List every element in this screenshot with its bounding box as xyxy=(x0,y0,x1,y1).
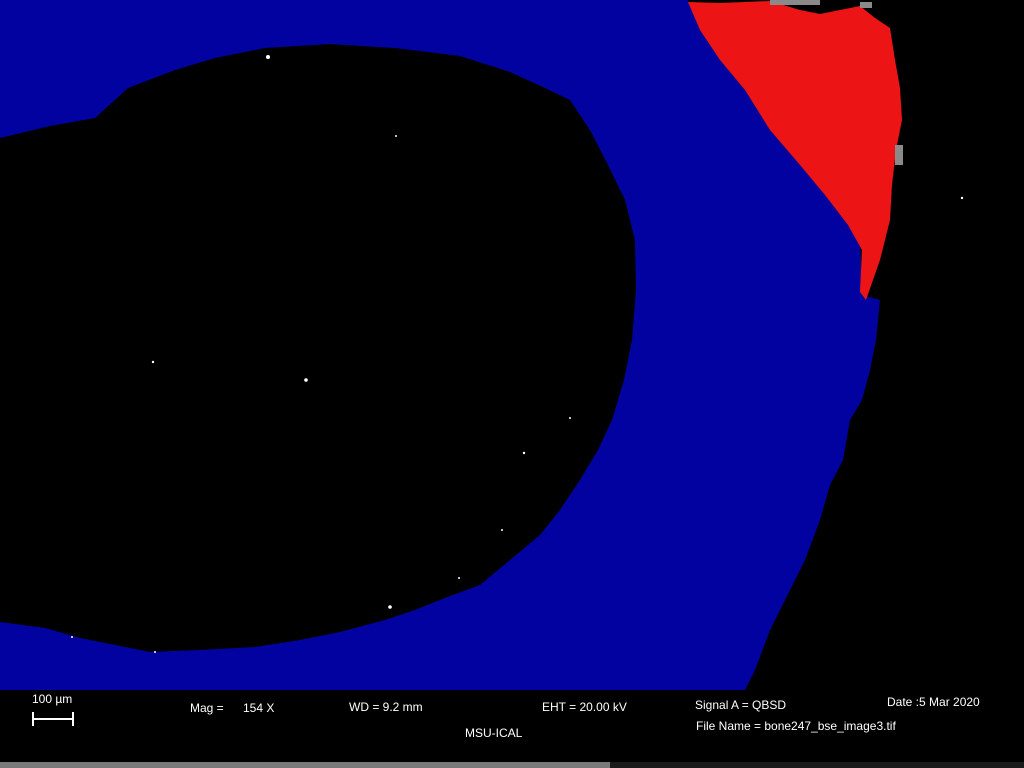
signal-detector: Signal A = QBSD xyxy=(695,698,787,712)
blue-bone-region xyxy=(0,0,880,690)
scale-bar-tick-right xyxy=(72,712,74,726)
red-highlight-region xyxy=(688,1,902,300)
magnification-value: 154 X xyxy=(243,701,275,715)
scale-bar-tick-left xyxy=(32,712,34,726)
bright-particles xyxy=(71,55,964,653)
magnification-label: Mag = xyxy=(190,701,224,715)
institution-label: MSU-ICAL xyxy=(465,726,523,740)
image-edge-strip-dark xyxy=(610,762,1024,768)
sem-info-bar: 100 µm Mag = 154 X WD = 9.2 mm EHT = 20.… xyxy=(0,690,1024,768)
file-name: File Name = bone247_bse_image3.tif xyxy=(696,719,896,733)
debris-specks xyxy=(770,0,903,165)
eht-voltage: EHT = 20.00 kV xyxy=(542,700,627,714)
working-distance: WD = 9.2 mm xyxy=(349,700,423,714)
micrograph-image xyxy=(0,0,964,690)
image-edge-strip xyxy=(0,762,1024,768)
scale-bar xyxy=(32,718,74,720)
scale-bar-label: 100 µm xyxy=(32,692,73,706)
acquisition-date: Date :5 Mar 2020 xyxy=(887,695,980,709)
